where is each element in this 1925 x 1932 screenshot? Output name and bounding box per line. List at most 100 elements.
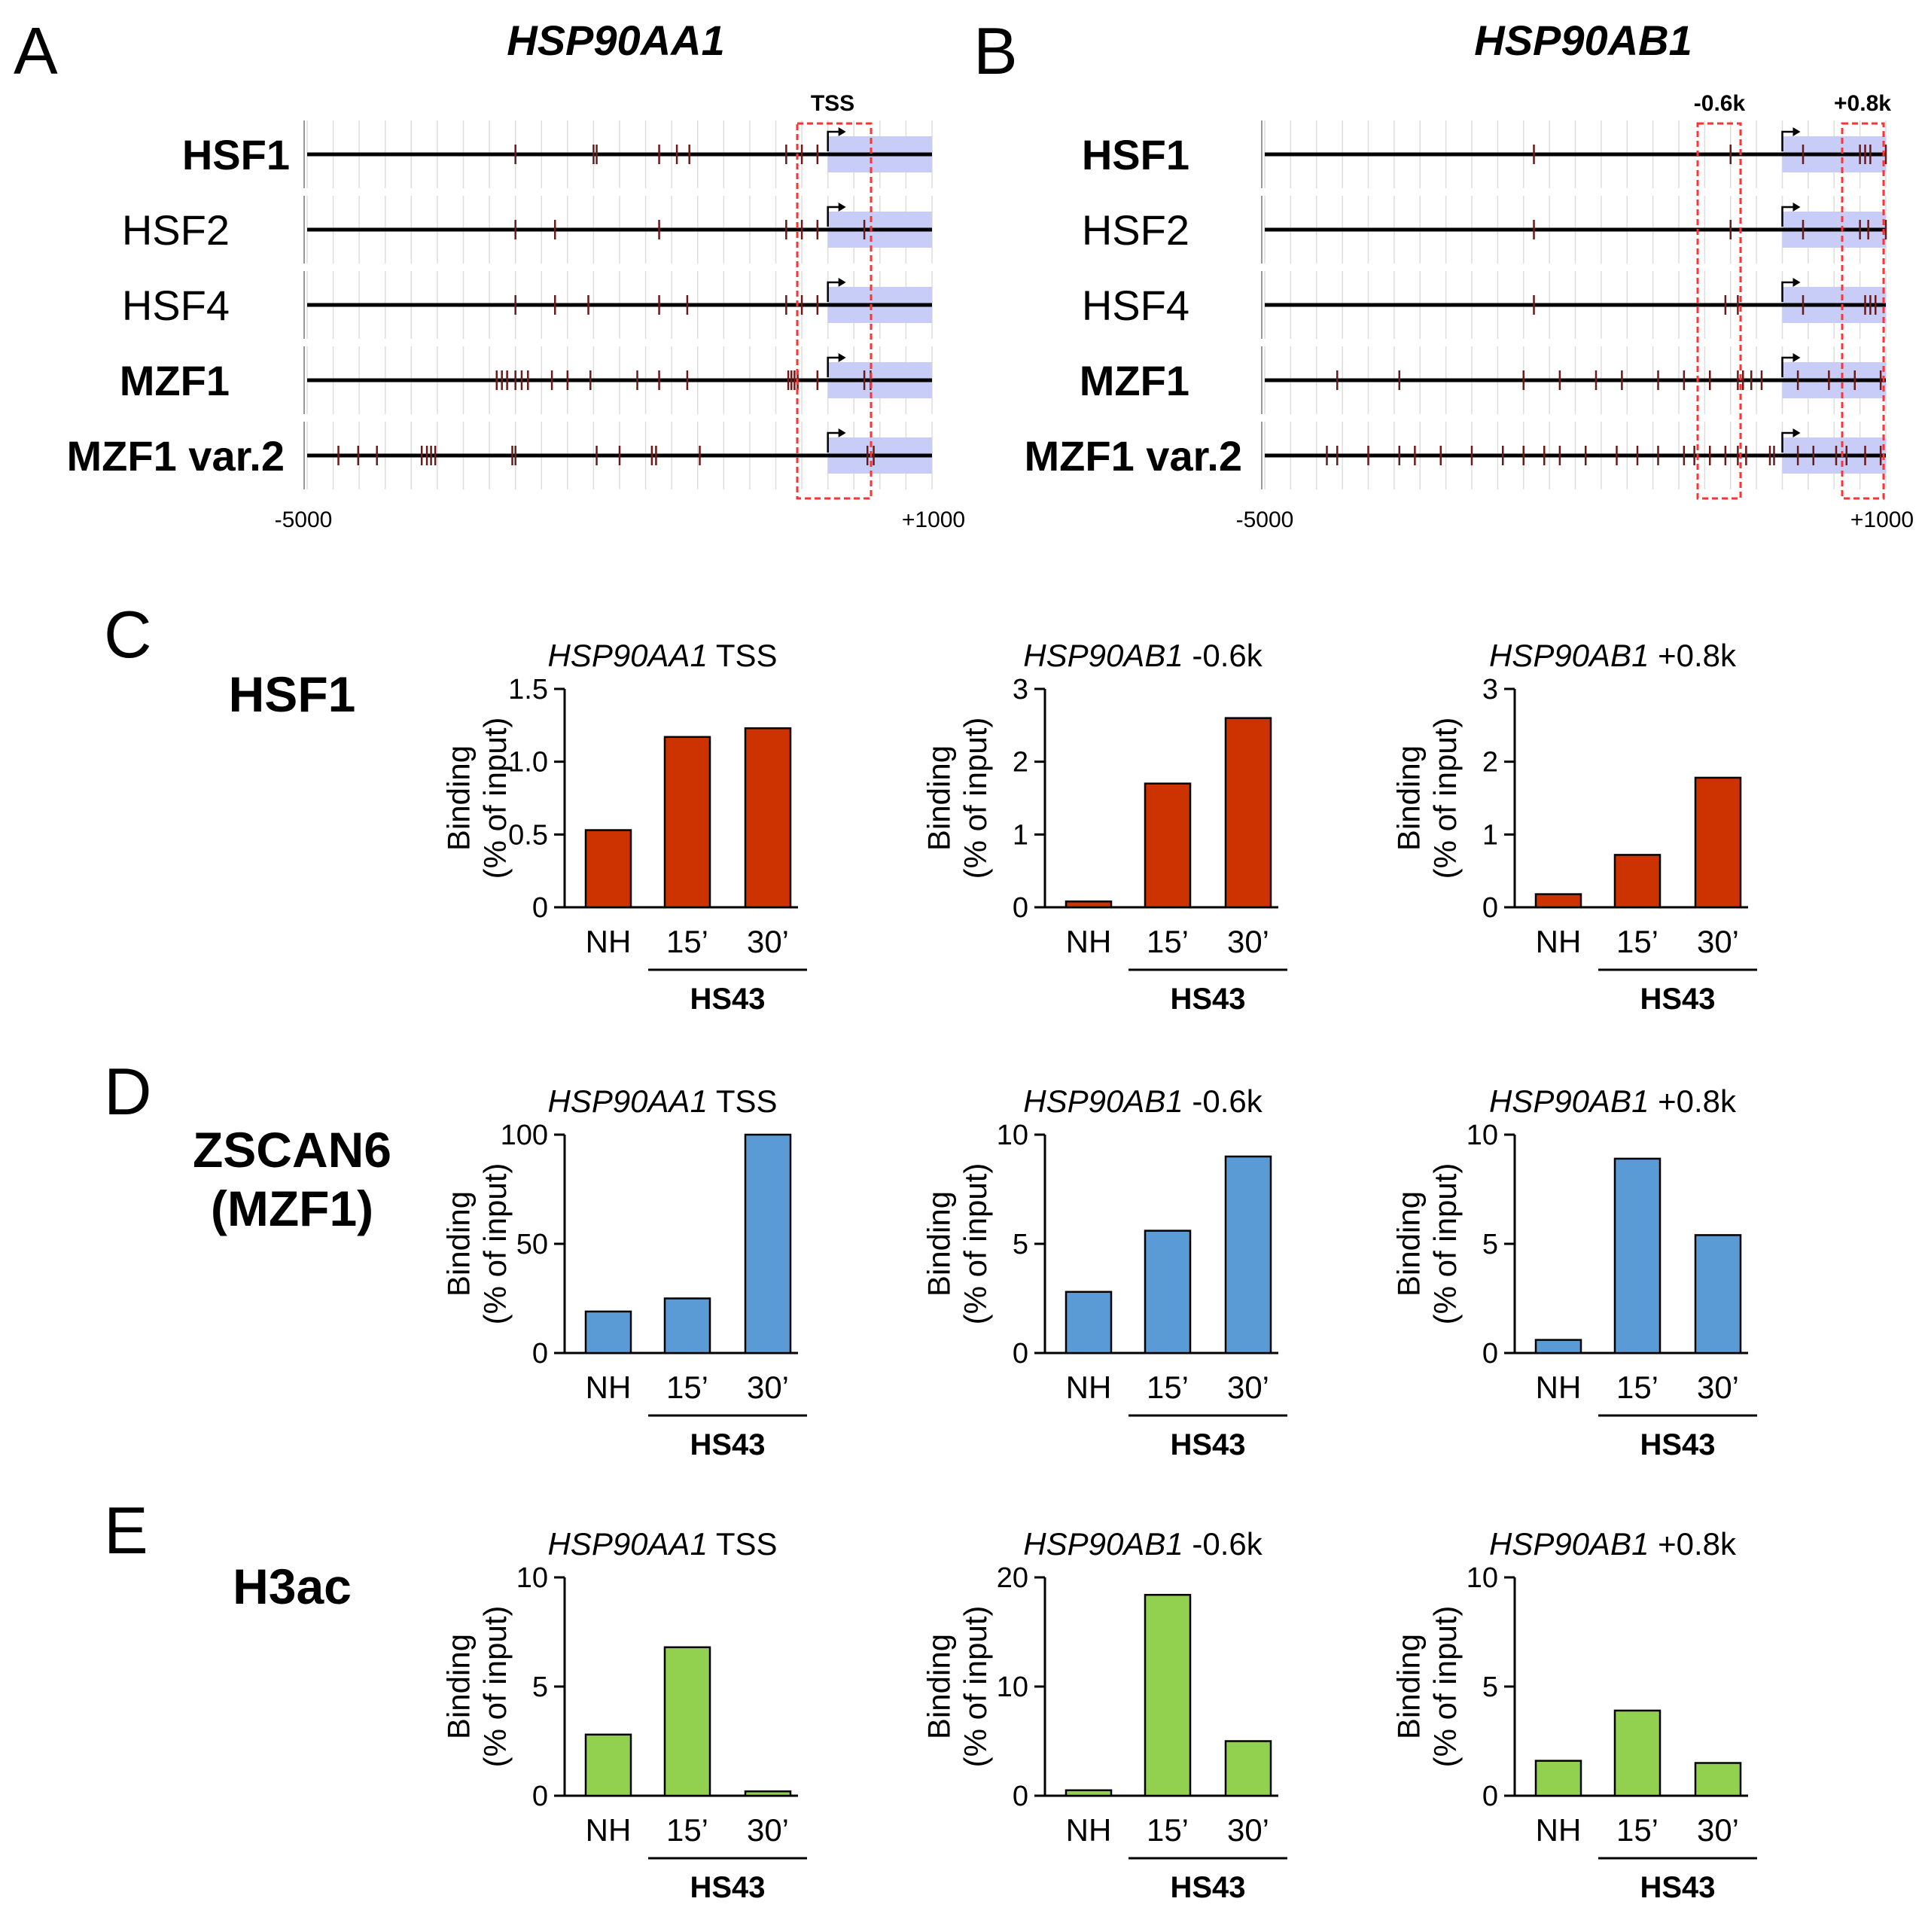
x-category-label: NH [1536,1812,1582,1848]
panel-b-axis-end: +1000 [1850,507,1914,532]
y-tick-label: 0.5 [508,819,548,851]
bar-nh [584,829,632,909]
y-axis-label: Binding(% of input) [1391,1606,1463,1768]
y-tick-label: 50 [516,1229,548,1260]
y-tick-label: 0 [1013,892,1028,924]
tss-arrowhead [1793,127,1801,136]
chart-title: HSP90AB1 -0.6k [1023,638,1263,673]
y-tick-label: 3 [1482,674,1498,705]
y-axis-label: Binding(% of input) [441,718,513,879]
bar-nh [1065,1789,1113,1797]
y-axis-label: Binding(% of input) [441,1163,513,1325]
chart-title: HSP90AA1 TSS [547,638,777,673]
y-axis-label-line1: Binding [441,1191,477,1297]
bar-30min [1694,1762,1742,1797]
y-axis-label-line2: (% of input) [958,1163,993,1325]
tss-arrowhead [1793,428,1801,437]
tss-region-box [796,122,873,500]
bar-15min [663,1646,711,1797]
tss-arrowhead [1793,353,1801,362]
chart-title: HSP90AB1 +0.8k [1489,638,1737,673]
panel-a-axis-start: -5000 [275,507,333,532]
y-tick-label: 0 [1013,1781,1028,1812]
tss-arrowhead [1793,203,1801,212]
x-category-label: 15’ [1147,1370,1189,1405]
bar-nh [1065,1291,1113,1355]
y-tick-label: 0 [1013,1338,1028,1370]
hs-group-label: HS43 [690,1428,765,1461]
tss-arrow [1781,130,1796,151]
y-tick-label: 5 [532,1671,548,1703]
tss-arrowhead [838,203,846,212]
chart-title: HSP90AB1 +0.8k [1489,1083,1737,1119]
tss-arrow [1781,206,1796,227]
bar-30min [1224,1740,1272,1797]
chart-title-gene: HSP90AA1 [547,638,707,673]
track-b-4 [1261,422,1887,489]
chart-title: HSP90AA1 TSS [547,1083,777,1119]
track-b-3 [1261,346,1887,414]
panel-b-track-labels: HSF1 HSF2 HSF4 MZF1 MZF1 var.2 [1025,131,1242,480]
y-axis-label: Binding(% of input) [921,1606,993,1768]
hs-group-label: HS43 [690,1871,765,1904]
y-axis-label-line2: (% of input) [1427,1163,1463,1325]
panel-b-tracks [1261,120,1887,489]
tss-arrow [1781,281,1796,302]
y-tick-label: 3 [1013,674,1028,705]
bar-nh [1534,1760,1582,1797]
chart-title-gene: HSP90AB1 [1023,1083,1183,1119]
bar-30min [744,727,792,909]
y-axis-label-line1: Binding [1391,1634,1427,1739]
panel-d-letter: D [104,1054,152,1129]
x-category-label: NH [1536,924,1582,959]
y-tick-label: 1.0 [508,747,548,779]
y-axis-label-line2: (% of input) [1427,1606,1463,1768]
chart-title-gene: HSP90AA1 [547,1526,707,1562]
track-label-mzf1-var2: MZF1 var.2 [67,432,285,480]
plus-0-8k-box-label: +0.8k [1834,91,1891,116]
track-label-hsf4: HSF4 [122,282,230,329]
bar-30min [744,1133,792,1355]
panel-a-letter: A [14,14,58,88]
y-axis-label: Binding(% of input) [1391,1163,1463,1325]
y-axis-label-line1: Binding [441,1634,477,1739]
track-label-hsf2: HSF2 [122,206,230,254]
hs-group-label: HS43 [1640,983,1715,1016]
track-label-hsf1: HSF1 [182,131,290,178]
bar-30min [1224,717,1272,909]
panel-a-axis-end: +1000 [902,507,965,532]
tss-arrow [827,281,842,302]
chart-title: HSP90AB1 -0.6k [1023,1083,1263,1119]
chart-title-gene: HSP90AB1 [1489,1526,1649,1562]
y-axis-label-line1: Binding [1391,1191,1427,1297]
x-category-label: 30’ [1227,1812,1269,1848]
y-tick-label: 0 [1482,1781,1498,1812]
x-category-label: 30’ [1697,1812,1739,1848]
x-category-label: 30’ [747,1812,789,1848]
chart-c2: HSP90AB1 -0.6k 0 1 2 3 Binding(% of input) NH 1… [921,638,1287,1016]
x-category-label: 30’ [1227,924,1269,959]
minus-0-6k-box-label: -0.6k [1694,91,1746,116]
y-axis-label-line1: Binding [921,1191,957,1297]
y-tick-label: 1 [1013,819,1028,851]
x-category-label: 15’ [666,924,708,959]
x-category-label: 30’ [1697,924,1739,959]
chart-title-gene: HSP90AB1 [1489,1083,1649,1119]
bar-15min [663,1297,711,1355]
track-a-3 [303,346,933,414]
y-tick-label: 0 [532,1338,548,1370]
track-b-1 [1261,196,1887,264]
panel-a-track-labels: HSF1 HSF2 HSF4 MZF1 MZF1 var.2 [67,131,290,480]
chart-title-gene: HSP90AB1 [1489,638,1649,673]
x-category-label: NH [586,1812,632,1848]
chart-title-region: -0.6k [1183,1083,1263,1119]
y-axis-label-line1: Binding [921,745,957,851]
hs-group-label: HS43 [1170,1871,1245,1904]
tss-arrow [1781,431,1796,453]
panel-d-factor-line1: ZSCAN6 [193,1122,391,1178]
x-category-label: 15’ [1616,1812,1658,1848]
tss-arrowhead [838,127,846,136]
